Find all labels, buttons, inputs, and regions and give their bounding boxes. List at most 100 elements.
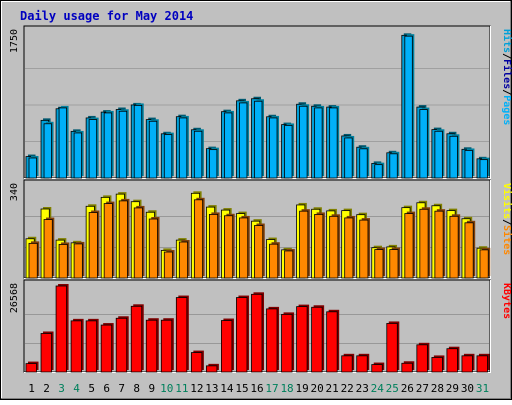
bar-sites-15 <box>239 217 249 279</box>
bar-pages-14 <box>224 112 233 179</box>
bar-pages-30 <box>464 150 473 179</box>
bar-pages-1 <box>28 157 37 179</box>
x-axis-day-labels: 1 2 3 4 5 6 7 8 9 10 11 12 13 14 15 16 17 18 19 20 21 22 23 24 2… <box>28 382 489 395</box>
bar-kbytes-17 <box>266 308 278 373</box>
bar-pages-29 <box>449 135 458 179</box>
bar-kbytes-14 <box>221 320 233 373</box>
scale-label-hits: 1750 <box>9 29 20 53</box>
bar-sites-17 <box>269 243 279 279</box>
bar-pages-25 <box>389 153 398 179</box>
bar-pages-13 <box>208 149 218 179</box>
bar-pages-17 <box>269 117 278 179</box>
x-tick-label-25: 25 <box>386 382 399 395</box>
bar-sites-1 <box>28 242 38 279</box>
bar-pages-22 <box>344 137 353 179</box>
panel-visits: 340 Visits/Sites <box>9 179 512 279</box>
bar-pages-11 <box>178 117 188 179</box>
bar-pages-16 <box>254 100 263 179</box>
bar-sites-12 <box>193 199 204 279</box>
bar-kbytes-6 <box>100 324 113 373</box>
bar-kbytes-11 <box>175 297 188 373</box>
bar-sites-27 <box>419 208 429 279</box>
bar-sites-10 <box>163 251 173 279</box>
bar-kbytes-7 <box>115 317 128 373</box>
bar-sites-24 <box>374 249 384 279</box>
bar-kbytes-27 <box>416 344 428 373</box>
bar-pages-6 <box>103 112 113 179</box>
bar-pages-7 <box>118 110 128 179</box>
bar-sites-3 <box>58 244 68 279</box>
bar-pages-15 <box>239 102 248 179</box>
bar-sites-22 <box>344 217 354 279</box>
bar-pages-28 <box>434 130 443 179</box>
x-tick-label-23: 23 <box>356 382 369 395</box>
bar-pages-4 <box>73 132 83 179</box>
x-tick-label-1: 1 <box>28 382 35 395</box>
bar-kbytes-20 <box>311 306 323 373</box>
x-tick-label-13: 13 <box>205 382 218 395</box>
bar-sites-31 <box>479 249 489 279</box>
chart-title: Daily usage for May 2014 <box>20 9 193 23</box>
bar-kbytes-9 <box>145 319 158 373</box>
bar-pages-23 <box>359 148 368 179</box>
x-tick-label-8: 8 <box>133 382 140 395</box>
legend-item-hits-0: Hits <box>501 29 512 53</box>
bar-kbytes-13 <box>205 365 218 373</box>
x-tick-label-22: 22 <box>341 382 354 395</box>
bar-sites-23 <box>359 219 369 279</box>
x-tick-label-4: 4 <box>73 382 80 395</box>
x-tick-label-3: 3 <box>58 382 65 395</box>
x-tick-label-30: 30 <box>461 382 474 395</box>
bar-pages-10 <box>163 134 173 179</box>
bar-pages-21 <box>329 107 338 179</box>
legend-item-hits-1: / <box>501 53 512 59</box>
bar-sites-21 <box>329 215 339 279</box>
legend-item-hits-2: Files <box>501 59 512 89</box>
bar-pages-20 <box>314 107 323 179</box>
bar-kbytes-1 <box>25 363 37 373</box>
bar-pages-9 <box>148 120 158 179</box>
bar-kbytes-16 <box>251 293 263 373</box>
bar-pages-27 <box>419 109 428 179</box>
x-tick-label-20: 20 <box>311 382 324 395</box>
bar-sites-20 <box>314 214 324 279</box>
x-tick-label-28: 28 <box>431 382 444 395</box>
bar-kbytes-3 <box>55 285 67 373</box>
bar-kbytes-4 <box>70 320 83 373</box>
bar-kbytes-15 <box>236 297 248 373</box>
x-tick-label-12: 12 <box>190 382 203 395</box>
bar-pages-31 <box>479 159 488 179</box>
legend-item-kbytes-0: KBytes <box>501 283 512 319</box>
bar-sites-5 <box>88 212 98 279</box>
bar-kbytes-30 <box>461 355 473 373</box>
bar-pages-26 <box>404 35 413 179</box>
x-tick-label-6: 6 <box>103 382 110 395</box>
bar-pages-5 <box>88 119 98 179</box>
scale-label-kbytes: 26568 <box>9 283 20 313</box>
x-tick-label-5: 5 <box>88 382 95 395</box>
x-tick-label-31: 31 <box>476 382 489 395</box>
bar-kbytes-31 <box>476 355 488 373</box>
bar-sites-4 <box>73 243 83 279</box>
bar-kbytes-8 <box>130 305 143 373</box>
bar-sites-18 <box>284 250 294 279</box>
legend-hits: Hits/Files/Pages <box>501 29 512 125</box>
scale-label-visits: 340 <box>9 183 20 201</box>
legend-item-hits-4: Pages <box>501 95 512 125</box>
panel-kbytes: 26568 KBytes <box>9 279 512 373</box>
bar-sites-7 <box>118 200 128 279</box>
x-tick-label-10: 10 <box>160 382 173 395</box>
x-tick-label-21: 21 <box>326 382 339 395</box>
x-tick-label-15: 15 <box>235 382 248 395</box>
bar-pages-8 <box>133 105 143 179</box>
bar-kbytes-5 <box>85 320 98 373</box>
bar-sites-6 <box>103 203 113 279</box>
x-tick-label-11: 11 <box>175 382 188 395</box>
bar-kbytes-28 <box>431 357 443 373</box>
bar-pages-18 <box>284 125 293 179</box>
bar-kbytes-12 <box>190 352 203 373</box>
legend-item-visits-0: Visits <box>501 183 512 219</box>
bar-sites-19 <box>299 210 309 279</box>
x-tick-label-16: 16 <box>250 382 263 395</box>
